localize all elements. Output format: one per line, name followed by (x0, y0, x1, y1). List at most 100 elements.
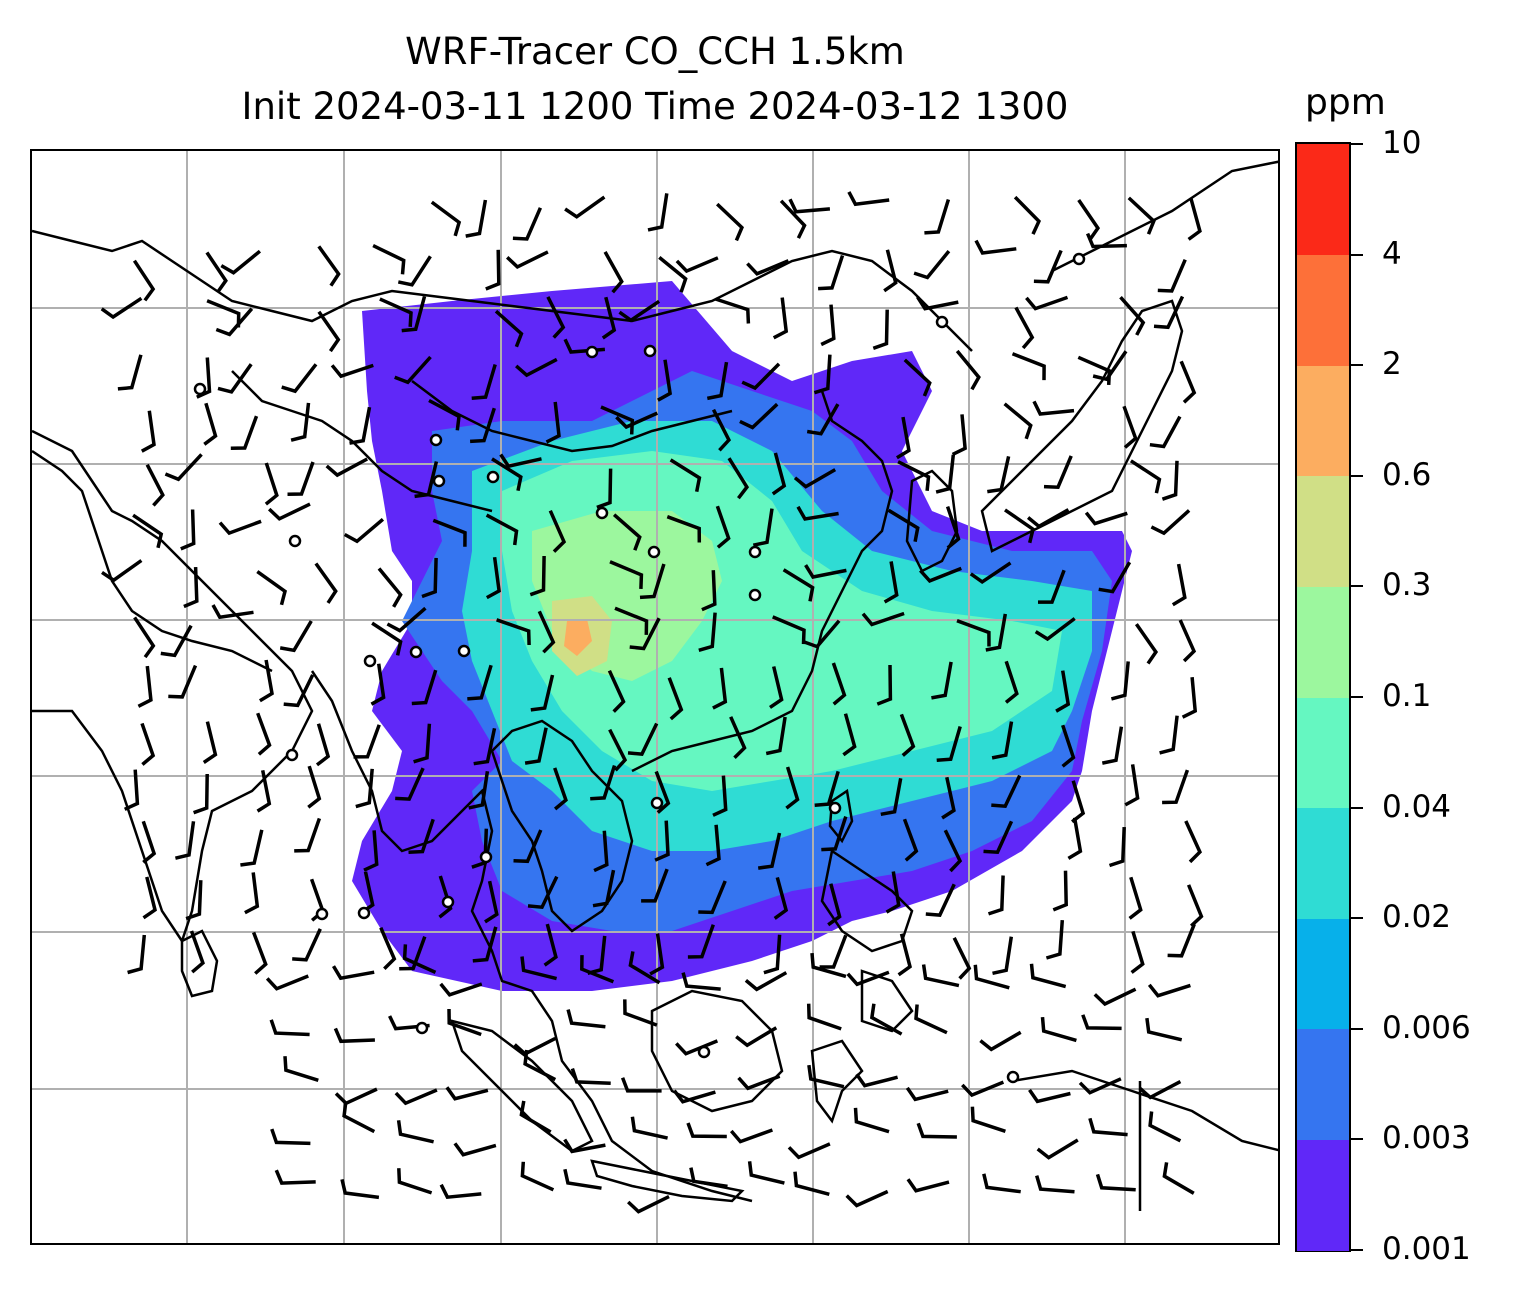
colorbar-tick (1351, 1249, 1363, 1251)
wind-barb (1032, 400, 1075, 416)
wind-barb (430, 200, 462, 237)
wind-barb (473, 727, 497, 766)
colorbar-tick-label: 0.6 (1382, 456, 1432, 493)
wind-barb (1130, 930, 1145, 974)
colorbar-segment (1297, 254, 1349, 366)
wind-barb (1040, 1016, 1077, 1043)
wind-barb (1095, 1173, 1136, 1192)
wind-barb (796, 505, 839, 521)
wind-barb (757, 832, 782, 870)
wind-barb (657, 359, 673, 402)
wind-barb (520, 956, 558, 981)
wind-barb (955, 349, 981, 391)
wind-barb (553, 767, 568, 811)
wind-barb (413, 723, 432, 764)
wind-barb (941, 776, 956, 820)
station-marker (288, 534, 302, 548)
wind-barb (205, 251, 228, 294)
wind-barb (916, 1122, 957, 1139)
wind-barb (641, 868, 669, 903)
wind-barb (1101, 726, 1124, 765)
wind-barb (607, 669, 626, 713)
wind-barb (307, 765, 322, 809)
wind-barb (991, 774, 1022, 809)
wind-barb (203, 402, 218, 446)
station-marker (457, 644, 471, 658)
wind-barb (1078, 1077, 1122, 1095)
wind-barb (264, 462, 279, 506)
wind-barb (133, 616, 156, 659)
colorbar-tick-label: 0.001 (1382, 1231, 1471, 1267)
wind-barb (987, 875, 1005, 916)
colorbar-segment (1297, 697, 1349, 809)
wind-barb (1150, 509, 1191, 536)
wind-barb (251, 931, 268, 975)
wind-barb (956, 619, 991, 647)
wind-barb (513, 1036, 557, 1057)
station-marker (935, 315, 949, 329)
wind-barb (1004, 660, 1019, 704)
wind-barb (1004, 508, 1035, 544)
wind-barb (421, 557, 438, 599)
wind-barb (818, 254, 845, 291)
wind-barb (612, 513, 642, 551)
wind-barb (687, 924, 715, 959)
wind-barb (706, 361, 729, 401)
wind-barb (855, 1073, 899, 1088)
wind-barb (394, 1088, 438, 1106)
colorbar-tick (1351, 364, 1363, 367)
wind-barb (379, 297, 413, 327)
wind-barb (397, 1168, 433, 1195)
wind-barb (620, 1077, 662, 1093)
colorbar-tick-label: 0.006 (1382, 1009, 1471, 1046)
colorbar-tick (1351, 474, 1363, 477)
wind-barb (353, 724, 381, 759)
wind-barb (314, 562, 338, 604)
station-marker (1006, 1070, 1020, 1084)
wind-barb (499, 453, 542, 469)
wind-barb (885, 871, 901, 914)
wind-barb (484, 880, 499, 924)
wind-barb (1127, 196, 1156, 235)
colorbar-tick-label: 0.04 (1382, 788, 1452, 825)
wind-barb (943, 829, 963, 873)
wind-barb (1077, 355, 1112, 385)
wind-barb (1181, 677, 1198, 719)
wind-barb (701, 570, 717, 612)
wind-barb (614, 606, 649, 635)
wind-barb (861, 611, 905, 627)
wind-barb (1025, 295, 1069, 311)
station-marker (585, 345, 599, 359)
wind-barb (675, 1039, 719, 1056)
colorbar-tick-label: 0.003 (1382, 1120, 1471, 1157)
wind-barb (961, 1080, 1005, 1098)
wind-barb (494, 309, 524, 348)
wind-barb (1167, 923, 1196, 958)
wind-barb (269, 1019, 310, 1037)
wind-barb (820, 304, 836, 347)
wind-barb (290, 402, 311, 442)
wind-barb (1029, 963, 1067, 989)
wind-barb (580, 955, 615, 984)
station-marker (595, 506, 609, 520)
station-marker (650, 796, 664, 810)
wind-barb (132, 259, 156, 302)
wind-barb (445, 1086, 489, 1101)
wind-barb (807, 1064, 845, 1089)
wind-barb (992, 936, 1014, 976)
station-marker (357, 906, 371, 920)
wind-barb (752, 508, 774, 547)
wind-barb (1067, 817, 1083, 860)
wind-barb (913, 249, 951, 280)
wind-barb (627, 1195, 670, 1214)
wind-barb (1052, 870, 1068, 912)
station-marker (441, 895, 455, 909)
wind-barb (806, 1003, 842, 1031)
wind-barb (274, 1169, 316, 1185)
wind-barb (160, 624, 193, 658)
wind-barb (711, 408, 732, 452)
station-markers (193, 252, 1086, 1084)
wind-barb (496, 618, 531, 646)
wind-barb (714, 297, 751, 324)
station-marker (748, 545, 762, 559)
